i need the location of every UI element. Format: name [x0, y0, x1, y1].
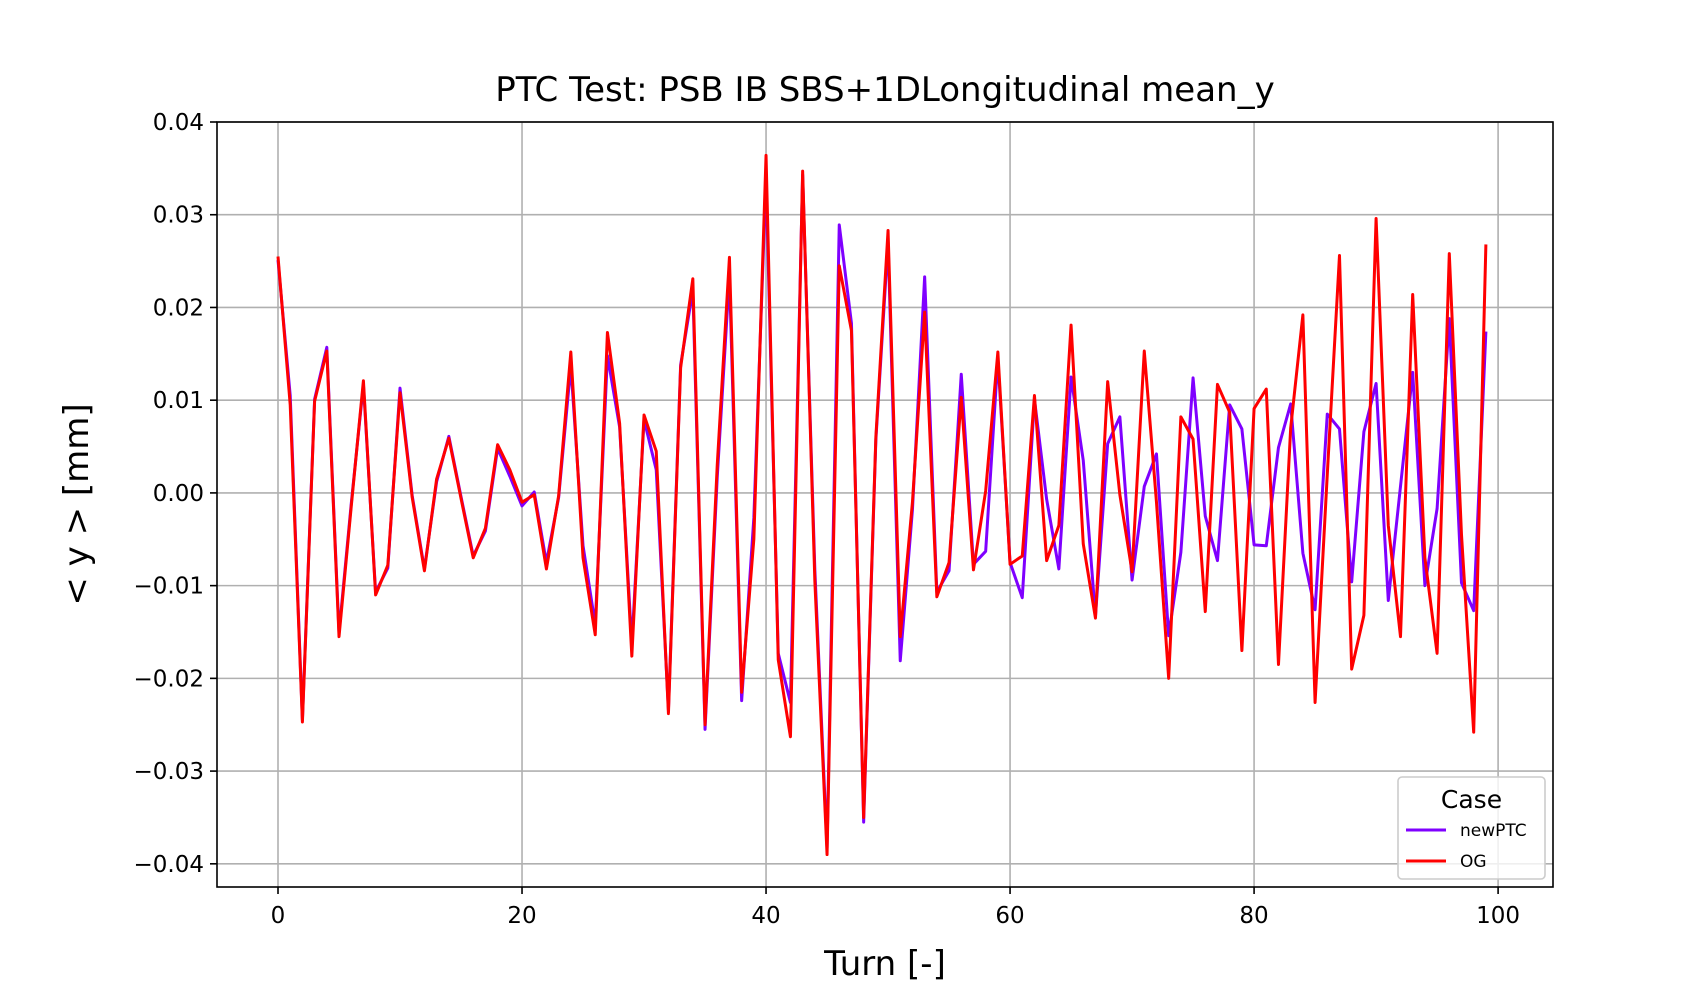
series-line-og	[276, 153, 1488, 857]
x-tick-label: 80	[1239, 903, 1268, 929]
y-tick-label: 0.04	[153, 110, 204, 136]
x-axis-title: Turn [-]	[823, 944, 946, 984]
x-tick-label: 60	[995, 903, 1024, 929]
y-axis-title: < y > [mm]	[57, 403, 97, 605]
y-tick-label: −0.01	[134, 574, 204, 600]
x-tick-label: 40	[751, 903, 780, 929]
y-tick-label: −0.04	[134, 852, 204, 878]
legend-label-og: OG	[1460, 852, 1487, 872]
x-tick-label: 20	[507, 903, 536, 929]
y-tick-label: 0.00	[153, 481, 204, 507]
y-tick-label: 0.03	[153, 203, 204, 229]
plot-frame	[216, 121, 1554, 888]
legend-box	[1397, 776, 1546, 880]
y-tick-label: −0.02	[134, 666, 204, 692]
x-tick-label: 100	[1476, 903, 1520, 929]
ticks: 0 20 40 60 80 100 0.04 0.03 0.02 0.01 0.00 −0.01 −0.…	[134, 110, 1521, 929]
legend: Case newPTC OG	[1397, 776, 1546, 880]
x-tick-label: 0	[271, 903, 286, 929]
series-layer	[276, 153, 1488, 857]
chart-title: PTC Test: PSB IB SBS+1DLongitudinal mean…	[495, 70, 1274, 110]
legend-label-newptc: newPTC	[1460, 821, 1527, 841]
y-tick-label: 0.02	[153, 295, 204, 321]
y-tick-label: −0.03	[134, 759, 204, 785]
y-tick-label: 0.01	[153, 388, 204, 414]
legend-title: Case	[1441, 785, 1502, 814]
